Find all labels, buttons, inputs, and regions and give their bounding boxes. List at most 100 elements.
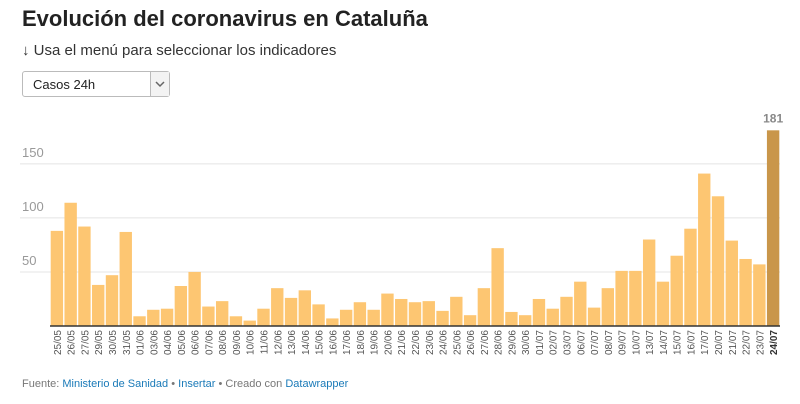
x-tick-label: 08/07 bbox=[604, 330, 615, 355]
bar bbox=[574, 281, 587, 326]
bar bbox=[64, 202, 77, 326]
x-tick-label: 01/07 bbox=[535, 330, 546, 355]
x-tick-label: 25/06 bbox=[452, 330, 463, 355]
x-tick-label: 18/06 bbox=[356, 330, 367, 355]
bar bbox=[284, 297, 298, 326]
x-tick-label: 27/06 bbox=[480, 330, 491, 355]
footer: Fuente: Ministerio de Sanidad • Insertar… bbox=[22, 378, 349, 390]
x-tick-label: 14/06 bbox=[301, 330, 312, 355]
x-tick-label: 22/06 bbox=[411, 330, 422, 355]
bar bbox=[50, 230, 64, 326]
x-tick-label: 09/07 bbox=[618, 330, 629, 355]
source-label: Fuente: bbox=[22, 378, 60, 390]
bar bbox=[629, 270, 642, 326]
bar bbox=[505, 311, 518, 326]
x-tick-label: 21/07 bbox=[728, 330, 739, 355]
bar bbox=[188, 271, 201, 326]
x-tick-label: 28/06 bbox=[494, 330, 505, 355]
x-tick-label: 13/06 bbox=[287, 330, 298, 355]
x-tick-label: 30/06 bbox=[521, 330, 532, 355]
bar bbox=[766, 130, 780, 326]
bar bbox=[160, 308, 174, 326]
y-tick-label: 150 bbox=[22, 145, 44, 160]
x-tick-label: 06/06 bbox=[191, 330, 202, 355]
x-tick-label: 23/07 bbox=[755, 330, 766, 355]
bar bbox=[119, 231, 132, 326]
bar bbox=[78, 226, 91, 326]
x-tick-label: 27/05 bbox=[80, 330, 91, 355]
x-tick-label: 02/07 bbox=[549, 330, 560, 355]
bar bbox=[450, 296, 463, 326]
x-tick-label: 22/07 bbox=[742, 330, 753, 355]
bar bbox=[147, 309, 160, 326]
x-tick-label: 06/07 bbox=[576, 330, 587, 355]
x-tick-label: 24/06 bbox=[439, 330, 450, 355]
x-tick-label: 17/07 bbox=[700, 330, 711, 355]
x-tick-label: 24/07 bbox=[769, 330, 780, 355]
select-arrow[interactable] bbox=[150, 72, 169, 96]
x-tick-label: 29/06 bbox=[507, 330, 518, 355]
x-tick-label: 21/06 bbox=[397, 330, 408, 355]
x-tick-label: 30/05 bbox=[108, 330, 119, 355]
x-tick-label: 15/07 bbox=[673, 330, 684, 355]
bar bbox=[491, 248, 504, 326]
bar bbox=[477, 288, 491, 326]
bar bbox=[229, 316, 243, 326]
bar bbox=[546, 308, 559, 326]
x-tick-label: 15/06 bbox=[315, 330, 326, 355]
subtitle: ↓ Usa el menú para seleccionar los indic… bbox=[22, 42, 337, 59]
x-tick-label: 13/07 bbox=[645, 330, 656, 355]
bar bbox=[381, 293, 394, 326]
bar bbox=[670, 255, 683, 326]
bar bbox=[684, 228, 697, 326]
x-tick-label: 07/06 bbox=[204, 330, 215, 355]
bar bbox=[698, 173, 711, 326]
bar bbox=[436, 310, 449, 326]
bar bbox=[367, 309, 380, 326]
bar bbox=[587, 307, 601, 326]
x-tick-label: 04/06 bbox=[163, 330, 174, 355]
indicator-select[interactable]: Casos 24h bbox=[22, 71, 170, 97]
bar bbox=[271, 288, 284, 326]
bar bbox=[711, 196, 725, 326]
bar bbox=[257, 308, 270, 326]
created-label: Creado con bbox=[225, 378, 283, 390]
x-tick-label: 16/06 bbox=[328, 330, 339, 355]
bar bbox=[422, 301, 435, 326]
x-tick-label: 19/06 bbox=[370, 330, 381, 355]
x-tick-label: 11/06 bbox=[259, 330, 270, 355]
source-link[interactable]: Ministerio de Sanidad bbox=[62, 378, 169, 390]
x-tick-label: 03/06 bbox=[149, 330, 160, 355]
bar bbox=[753, 264, 766, 326]
bar bbox=[312, 304, 325, 326]
bar bbox=[532, 298, 546, 326]
bar bbox=[463, 315, 477, 326]
tool-link[interactable]: Datawrapper bbox=[285, 378, 349, 390]
bar bbox=[298, 290, 311, 326]
bar bbox=[642, 239, 656, 326]
bar bbox=[105, 275, 119, 326]
bar bbox=[92, 284, 105, 326]
x-tick-label: 16/07 bbox=[686, 330, 697, 355]
x-tick-label: 01/06 bbox=[136, 330, 147, 355]
bar bbox=[408, 302, 422, 326]
x-tick-label: 20/07 bbox=[714, 330, 725, 355]
bar bbox=[601, 288, 615, 326]
x-tick-label: 20/06 bbox=[383, 330, 394, 355]
bar bbox=[519, 315, 532, 326]
bar bbox=[725, 240, 738, 326]
bar bbox=[174, 286, 188, 326]
x-tick-label: 25/05 bbox=[53, 330, 64, 355]
bar bbox=[739, 258, 752, 326]
x-tick-label: 31/05 bbox=[122, 330, 133, 355]
x-tick-label: 03/07 bbox=[563, 330, 574, 355]
bar bbox=[560, 296, 573, 326]
bar bbox=[339, 309, 353, 326]
bar bbox=[133, 316, 146, 326]
x-tick-label: 26/06 bbox=[466, 330, 477, 355]
embed-link[interactable]: Insertar bbox=[178, 378, 216, 390]
bar bbox=[215, 301, 229, 326]
value-label: 181 bbox=[763, 111, 783, 125]
